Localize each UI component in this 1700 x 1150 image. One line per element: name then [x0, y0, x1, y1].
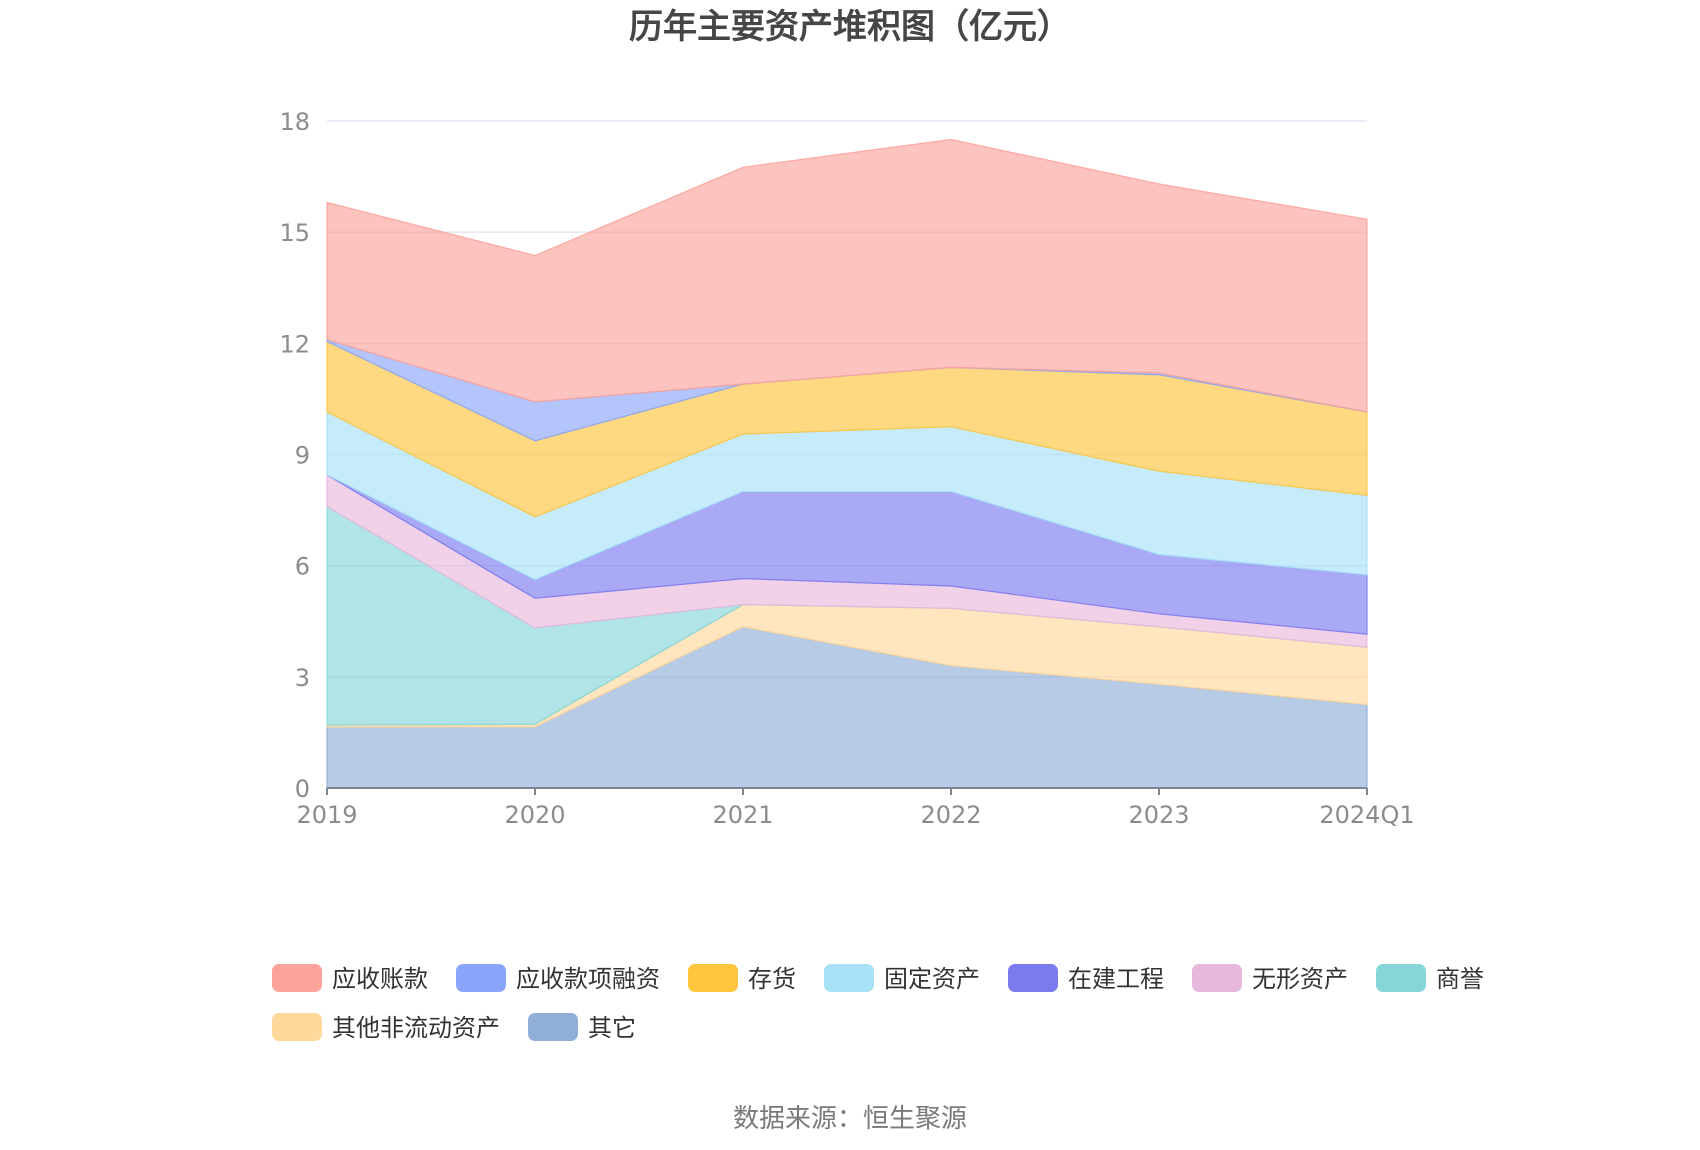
legend-swatch	[272, 964, 322, 992]
legend-swatch	[1376, 964, 1426, 992]
x-tick-label: 2020	[504, 801, 565, 829]
legend-label: 商誉	[1436, 965, 1484, 993]
legend-item[interactable]: 固定资产	[824, 964, 980, 993]
y-tick-label: 18	[279, 108, 310, 136]
legend-swatch	[528, 1013, 578, 1041]
y-tick-label: 6	[295, 553, 310, 581]
x-tick-label: 2022	[920, 801, 981, 829]
area-应收账款	[326, 138, 1368, 413]
legend-label: 无形资产	[1252, 965, 1348, 993]
area-series	[326, 138, 1368, 789]
data-source-note: 数据来源：恒生聚源	[733, 1104, 967, 1134]
legend-label: 应收款项融资	[516, 965, 660, 993]
x-tick-label: 2023	[1128, 801, 1189, 829]
chart-title: 历年主要资产堆积图（亿元）	[629, 7, 1071, 47]
legend-label: 在建工程	[1068, 965, 1164, 993]
y-tick-label: 12	[279, 330, 310, 358]
y-tick-label: 3	[295, 664, 310, 692]
legend-label: 其它	[588, 1014, 636, 1042]
y-tick-label: 9	[295, 442, 310, 470]
legend-swatch	[824, 964, 874, 992]
legend-swatch	[272, 1013, 322, 1041]
legend-label: 存货	[748, 965, 796, 993]
legend-item[interactable]: 存货	[688, 964, 796, 993]
legend-swatch	[688, 964, 738, 992]
x-tick-label: 2019	[296, 801, 357, 829]
legend-item[interactable]: 应收款项融资	[456, 964, 660, 993]
legend-item[interactable]: 无形资产	[1192, 964, 1348, 993]
x-tick-label: 2024Q1	[1319, 801, 1414, 829]
legend-swatch	[1192, 964, 1242, 992]
y-tick-label: 0	[295, 775, 310, 803]
legend-item[interactable]: 应收账款	[272, 964, 428, 993]
legend-swatch	[456, 964, 506, 992]
legend-item[interactable]: 在建工程	[1008, 964, 1164, 993]
legend-label: 其他非流动资产	[332, 1014, 500, 1042]
legend-item[interactable]: 其它	[528, 1013, 636, 1042]
legend-label: 应收账款	[332, 965, 428, 993]
y-tick-label: 15	[279, 219, 310, 247]
legend-item[interactable]: 商誉	[1376, 964, 1484, 993]
legend-item[interactable]: 其他非流动资产	[272, 1013, 500, 1042]
legend-label: 固定资产	[884, 965, 980, 993]
axes: 2019 2020 2021 2022 2023 2024Q1	[296, 787, 1415, 829]
x-tick-label: 2021	[712, 801, 773, 829]
legend-swatch	[1008, 964, 1058, 992]
